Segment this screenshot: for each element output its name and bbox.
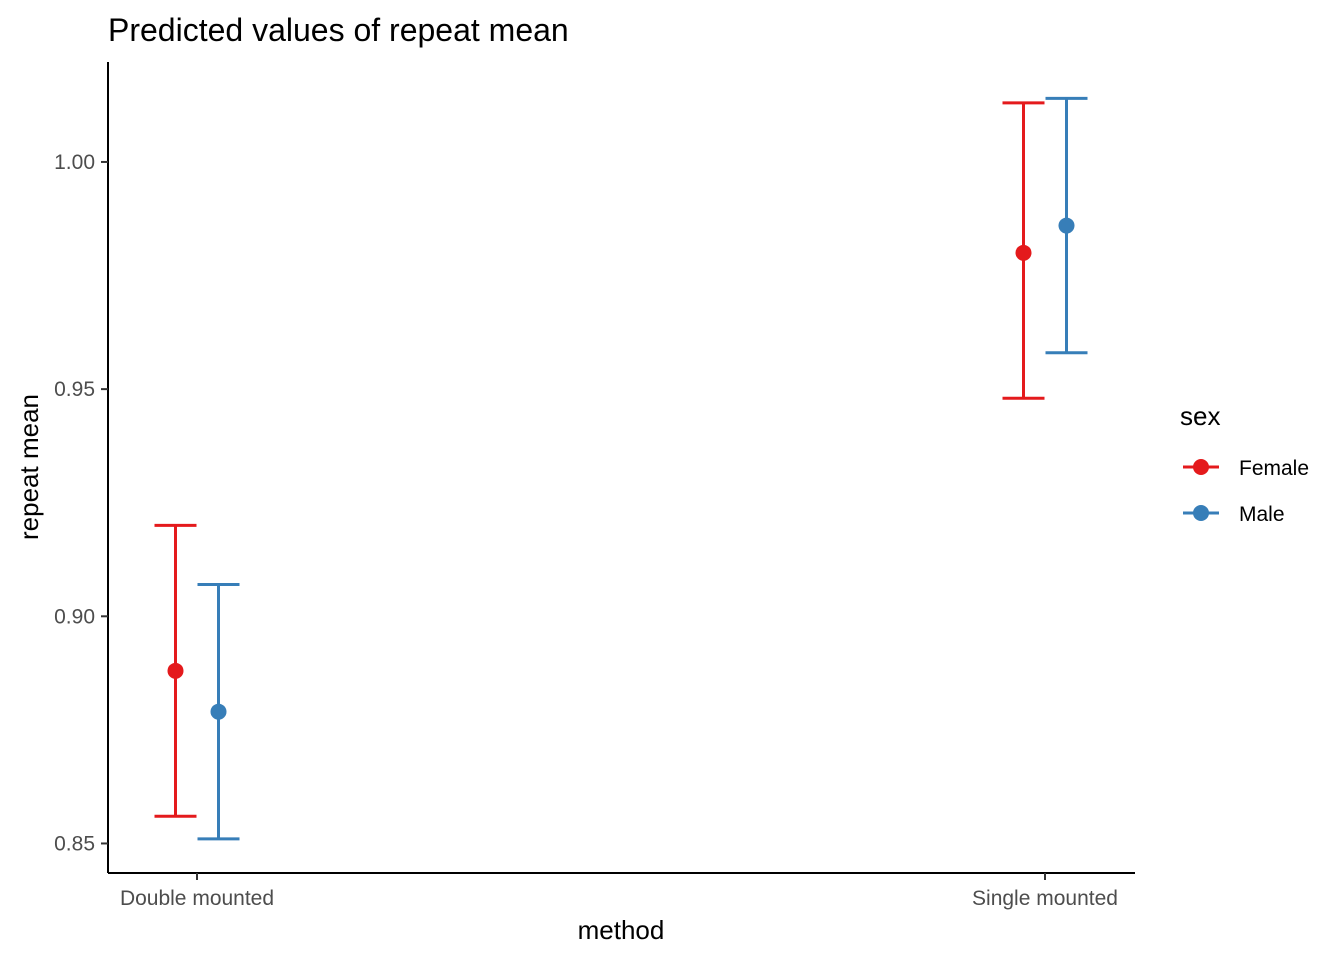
legend-items: Female Male xyxy=(1183,457,1309,526)
legend-item-male: Male xyxy=(1183,503,1285,526)
point-female-0 xyxy=(167,662,184,679)
errorbar-male-0 xyxy=(197,582,240,841)
chart-title: Predicted values of repeat mean xyxy=(108,12,569,48)
y-ticks: 0.85 0.90 0.95 1.00 xyxy=(54,151,108,855)
x-tick-label: Double mounted xyxy=(120,887,274,910)
y-tick-label: 0.85 xyxy=(54,832,95,855)
y-tick-label: 1.00 xyxy=(54,151,95,174)
legend-key-point xyxy=(1193,459,1209,475)
plot-area: 0.85 0.90 0.95 1.00 Double mounted Single mo… xyxy=(54,62,1135,910)
data-marks xyxy=(154,96,1088,841)
y-tick-label: 0.90 xyxy=(54,605,95,628)
point-male-1 xyxy=(1058,217,1075,234)
point-male-0 xyxy=(210,703,227,720)
y-tick-label: 0.95 xyxy=(54,378,95,401)
legend-label: Male xyxy=(1239,503,1285,526)
x-axis-title: method xyxy=(578,915,665,945)
point-female-1 xyxy=(1015,244,1032,261)
legend-key-point xyxy=(1193,505,1209,521)
legend-title: sex xyxy=(1180,401,1220,431)
legend-item-female: Female xyxy=(1183,457,1309,480)
errorbar-male-1 xyxy=(1045,96,1088,355)
errorbar-female-0 xyxy=(154,523,197,818)
y-axis-title: repeat mean xyxy=(14,394,44,540)
errorbar-female-1 xyxy=(1002,101,1045,400)
x-tick-label: Single mounted xyxy=(972,887,1118,910)
legend-label: Female xyxy=(1239,457,1309,480)
legend: sex Female Male xyxy=(1180,401,1309,526)
x-ticks: Double mounted Single mounted xyxy=(120,873,1118,910)
